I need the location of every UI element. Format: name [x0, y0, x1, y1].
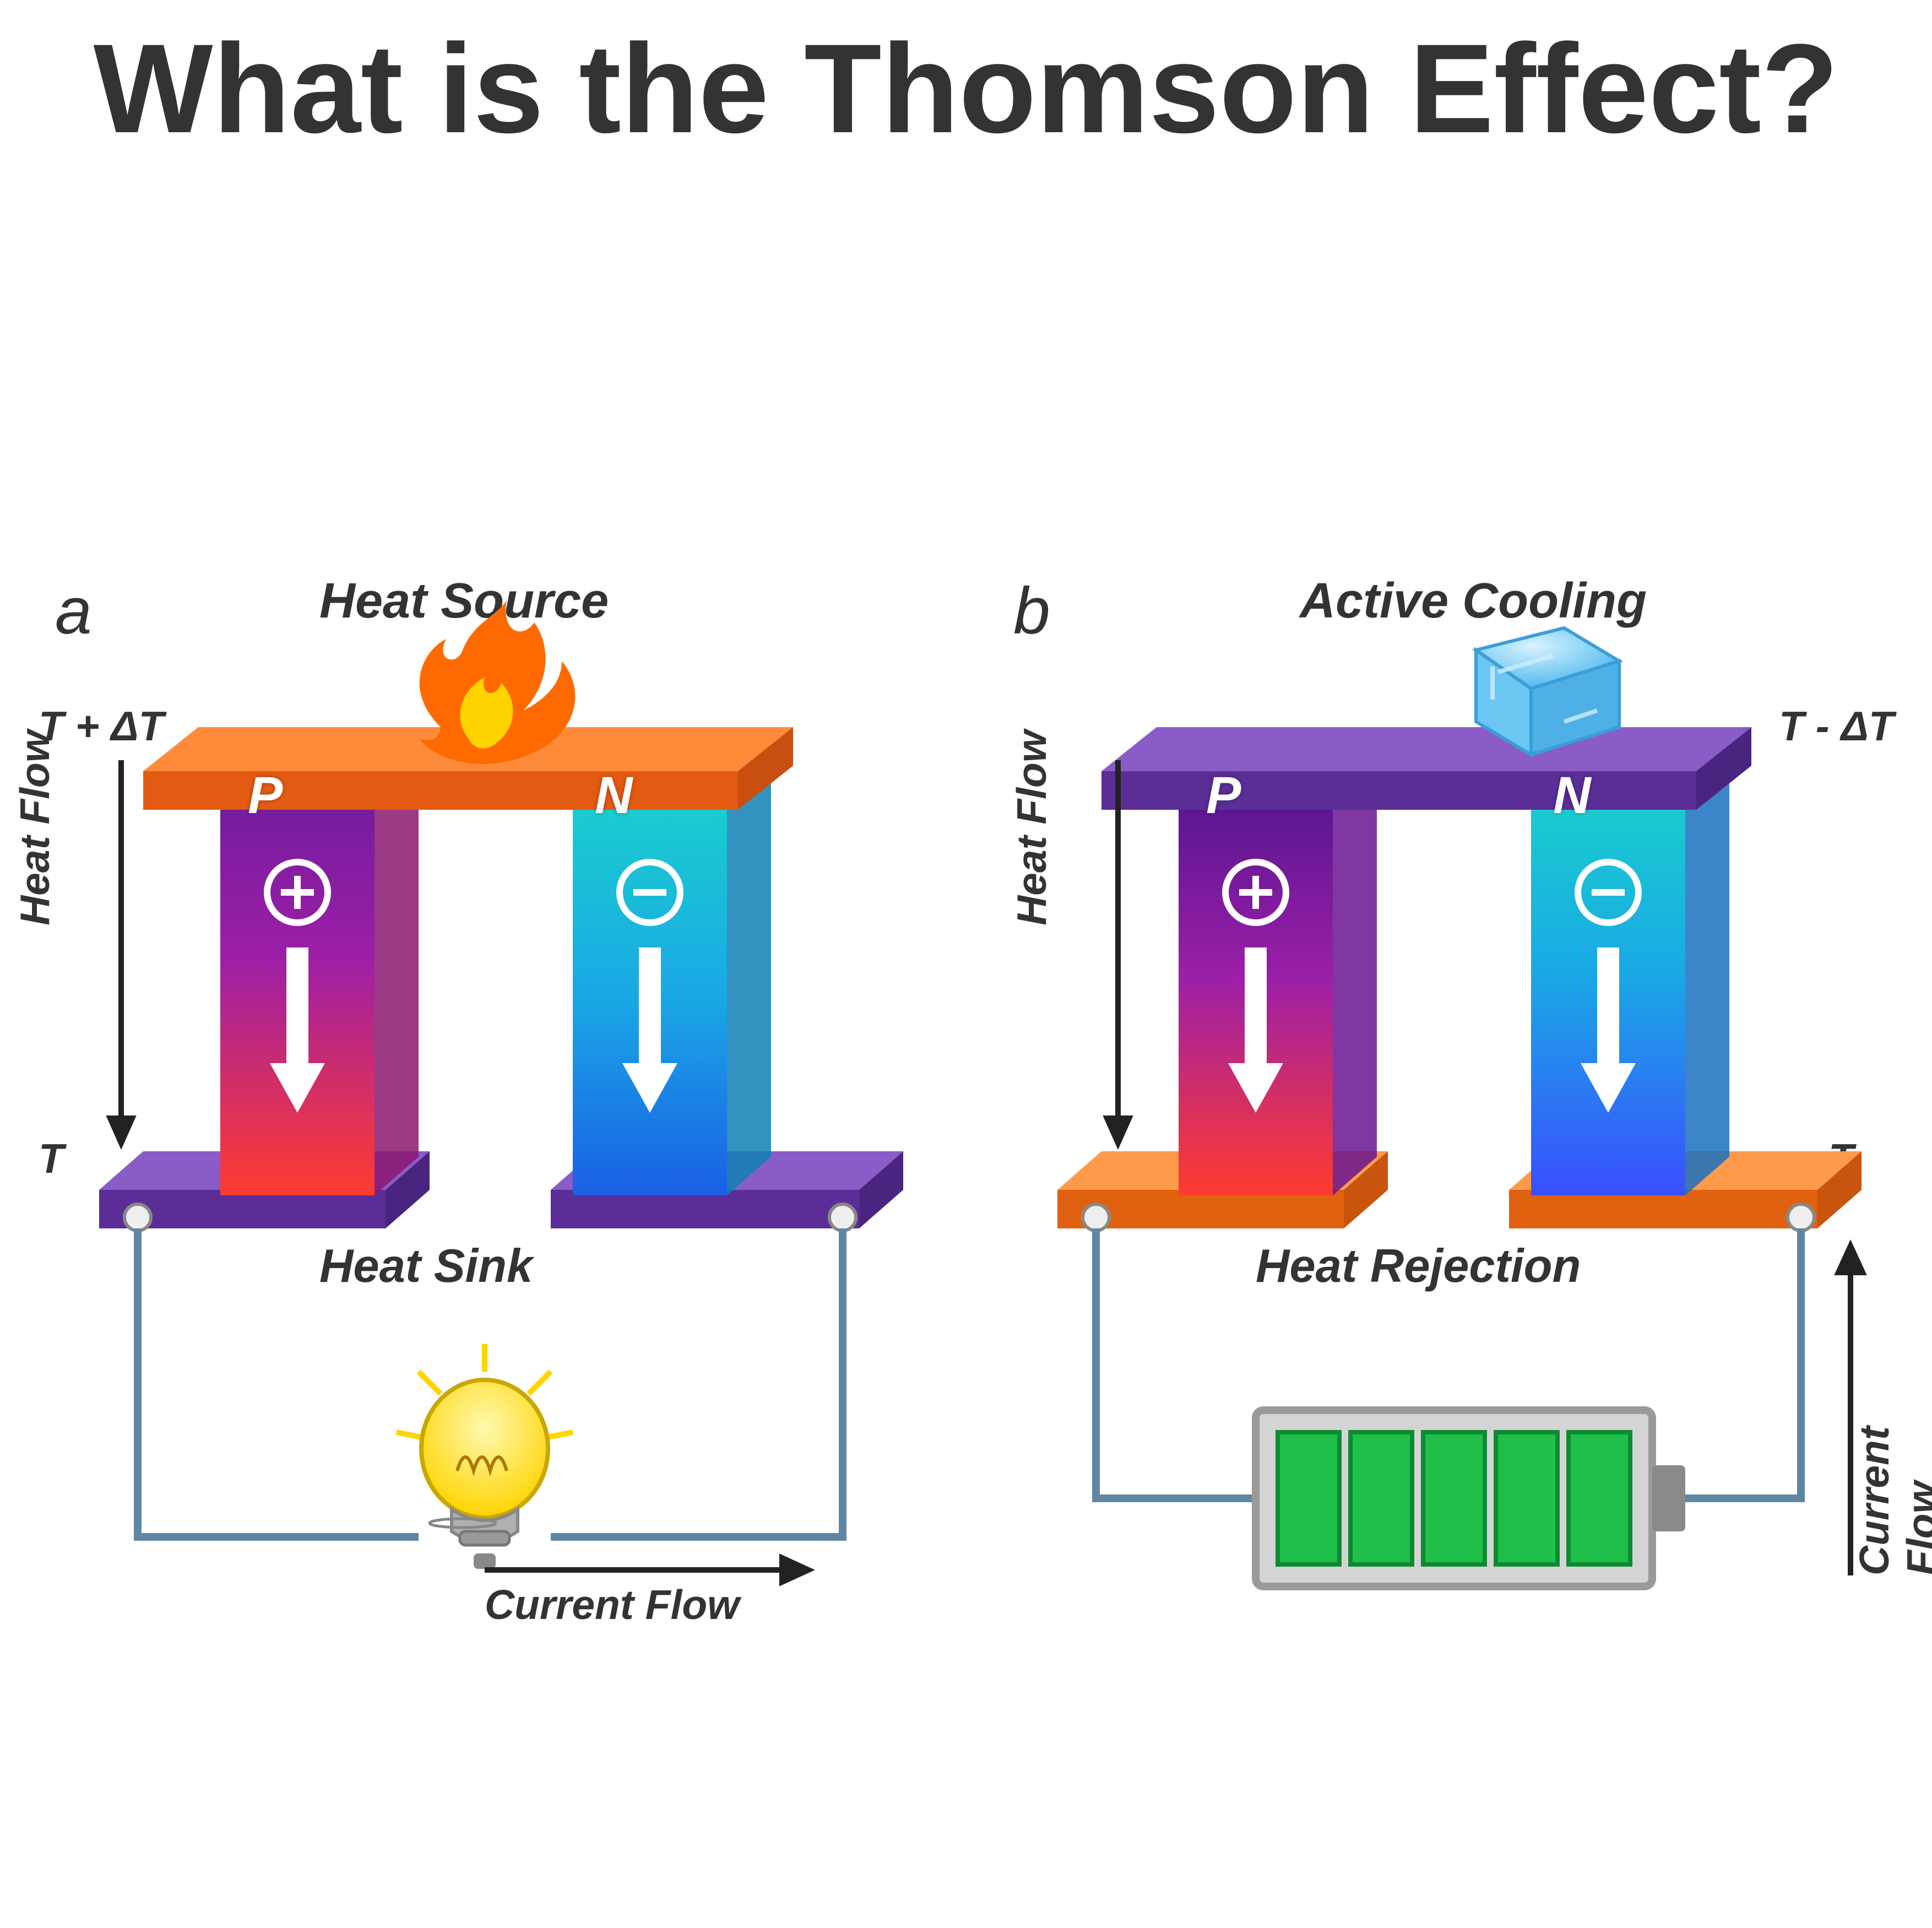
- n-label-a: N: [595, 766, 633, 826]
- page: What is the Thomson Effect? a Heat Sourc…: [0, 0, 1932, 1928]
- terminal-left-a: [124, 1204, 151, 1231]
- p-label-a: P: [248, 766, 283, 826]
- diagram-area: a Heat Source T + ΔT Heat Flow T Heat Si…: [0, 551, 1932, 1873]
- current-arrow-a: [485, 1558, 808, 1582]
- top-bar-b: [1101, 727, 1751, 810]
- current-arrow-b: [1838, 1246, 1863, 1575]
- heat-flow-arrow-a: [110, 760, 132, 1143]
- bulb-icon: [397, 1344, 573, 1569]
- panel-b: b Active Cooling T - ΔT Heat Flow T Heat…: [991, 551, 1928, 1818]
- page-title: What is the Thomson Effect?: [0, 22, 1932, 155]
- wire-left-b: [1096, 1228, 1256, 1498]
- panel-b-svg: [991, 551, 1928, 1818]
- terminal-left-b: [1083, 1204, 1109, 1231]
- wire-right-a: [551, 1228, 843, 1537]
- p-label-b: P: [1206, 766, 1241, 826]
- terminal-right-a: [829, 1204, 856, 1231]
- heat-flow-arrow-b: [1107, 760, 1129, 1143]
- wire-right-b: [1685, 1228, 1801, 1498]
- panel-a: a Heat Source T + ΔT Heat Flow T Heat Si…: [33, 551, 969, 1818]
- battery-icon: [1256, 1410, 1685, 1586]
- wire-left-a: [138, 1228, 419, 1537]
- n-label-b: N: [1553, 766, 1591, 826]
- terminal-right-b: [1788, 1204, 1814, 1231]
- flame-icon: [419, 600, 575, 764]
- panel-a-svg: [33, 551, 969, 1818]
